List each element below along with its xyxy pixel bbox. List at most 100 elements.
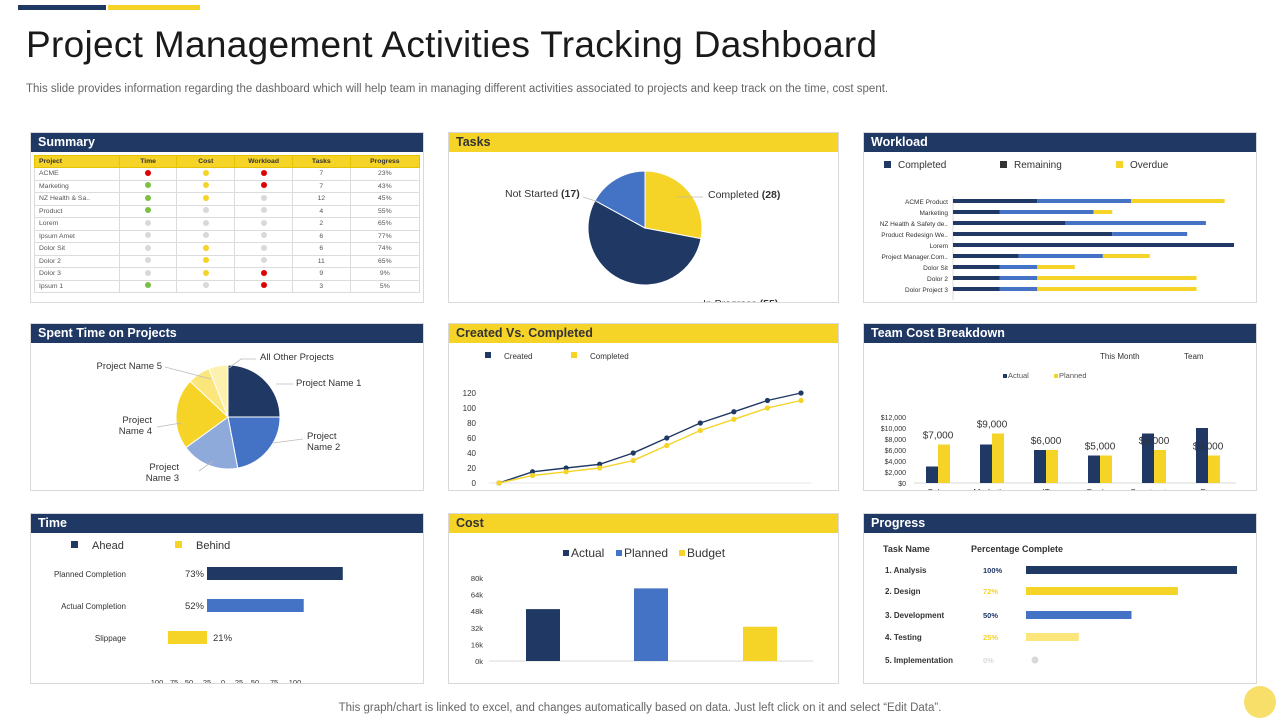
summary-panel: Summary Project Time Cost Workload Tasks Prog… xyxy=(30,132,424,303)
y-tick-label: $12,000 xyxy=(881,415,906,422)
summary-time-cell xyxy=(118,204,178,218)
summary-tasks-cell: 11 xyxy=(291,254,351,268)
created-completed-line-chart: CreatedCompleted02040608010012010/21/201… xyxy=(463,352,811,488)
y-tick-label: Lorem xyxy=(930,243,948,250)
x-tick-label: IT xyxy=(1042,487,1050,490)
summary-time-cell xyxy=(118,254,178,268)
legend-label-budget: Budget xyxy=(687,546,726,560)
x-tick-label: 100 xyxy=(289,678,302,683)
summary-project-name: Marketing xyxy=(34,179,120,193)
summary-cost-cell xyxy=(176,217,236,231)
pie-label-project-name-2: Project xyxy=(307,431,337,442)
status-grey-dot xyxy=(202,207,209,214)
status-red-dot xyxy=(260,169,267,176)
y-tick-label: 120 xyxy=(463,389,477,398)
pie-label-project-name-1: Project Name 1 xyxy=(296,378,361,389)
summary-workload-cell xyxy=(234,229,293,243)
bar-completed xyxy=(953,199,1038,203)
summary-cost-cell xyxy=(176,267,236,281)
progress-pct-label: 72% xyxy=(983,587,998,596)
summary-workload-cell xyxy=(234,254,293,268)
bar-completed xyxy=(953,243,1234,247)
status-red-dot xyxy=(145,169,152,176)
y-tick-label: 64k xyxy=(471,591,483,600)
summary-row: Dolor Sit 6 74% xyxy=(34,242,421,256)
summary-project-name: NZ Health & Sa.. xyxy=(34,192,120,206)
summary-tasks-cell: 9 xyxy=(291,267,351,281)
y-tick-label: Dolor 2 xyxy=(927,276,948,283)
point-created xyxy=(731,409,737,415)
pie-label-value: (17) xyxy=(561,188,580,200)
progress-pct-label: 100% xyxy=(983,566,1003,575)
point-completed xyxy=(597,465,603,471)
summary-progress-cell: 74% xyxy=(349,242,421,256)
summary-workload-cell xyxy=(234,267,293,281)
summary-workload-cell xyxy=(234,167,293,181)
bar-actual xyxy=(1088,455,1100,483)
point-completed xyxy=(664,442,670,449)
summary-row: Ipsum 1 3 5% xyxy=(34,279,421,293)
status-grey-dot xyxy=(202,219,209,226)
summary-project-name: Dolor 2 xyxy=(34,254,120,268)
bar-overdue xyxy=(1037,276,1197,280)
progress-pct-label: 25% xyxy=(983,633,998,642)
point-created xyxy=(697,420,703,426)
summary-col-time: Time xyxy=(118,155,178,168)
summary-tasks-cell: 3 xyxy=(291,279,351,293)
time-bar-chart: Ahead Behind Planned Completion 73% Actual C… xyxy=(54,540,343,683)
bar-planned xyxy=(938,444,950,483)
pie-slice-project-name-4 xyxy=(175,380,229,449)
legend-label-planned: Planned xyxy=(1059,371,1087,380)
summary-workload-cell xyxy=(234,217,293,231)
summary-tasks-cell: 7 xyxy=(291,167,351,181)
bar-completed xyxy=(953,221,1066,225)
status-grey-dot xyxy=(145,244,152,251)
x-tick-label: 0 xyxy=(221,678,225,683)
progress-pct-header: Percentage Complete xyxy=(971,544,1063,554)
point-completed xyxy=(731,416,737,422)
point-completed xyxy=(496,480,502,486)
pie-slice-not-started xyxy=(594,170,646,229)
pie-slice-in-progress xyxy=(587,199,702,286)
bar-planned xyxy=(634,588,668,661)
bar-completed xyxy=(953,254,1019,258)
legend-swatch-completed xyxy=(884,161,891,168)
status-yellow-dot xyxy=(202,269,209,276)
summary-progress-cell: 65% xyxy=(349,254,421,268)
data-label: $5,000 xyxy=(1193,442,1224,453)
status-yellow-dot xyxy=(202,194,209,201)
summary-tasks-cell: 6 xyxy=(291,242,351,256)
point-created xyxy=(664,435,670,441)
status-grey-dot xyxy=(260,219,267,226)
data-label: $6,000 xyxy=(1139,436,1170,447)
summary-col-project: Project xyxy=(34,155,120,168)
x-tick-label: 100 xyxy=(151,678,164,683)
data-label: 73% xyxy=(185,569,205,580)
summary-cost-cell xyxy=(176,167,236,181)
leader-line xyxy=(164,366,212,380)
pie-label-in-progress: In Progress (55) xyxy=(703,298,778,302)
summary-row: Lorem 2 65% xyxy=(34,217,421,231)
point-created xyxy=(529,469,536,475)
bar-actual xyxy=(926,466,938,483)
y-tick-label: 0k xyxy=(475,657,483,666)
progress-task-name: 4. Testing xyxy=(885,633,922,642)
top-accent-yellow xyxy=(108,5,200,10)
bar-slippage xyxy=(167,631,207,644)
status-grey-dot xyxy=(145,269,152,276)
tasks-header: Tasks xyxy=(449,133,838,152)
pie-label-project-name-4: Project xyxy=(122,415,152,426)
progress-task-name: 2. Design xyxy=(885,587,921,596)
point-created xyxy=(597,461,603,467)
summary-row: NZ Health & Sa.. 12 45% xyxy=(34,192,421,206)
y-tick-label: $0 xyxy=(898,481,906,488)
data-label: $6,000 xyxy=(1031,436,1062,447)
bar-actual xyxy=(1196,428,1208,483)
summary-table: Project Time Cost Workload Tasks Progress ACM… xyxy=(34,155,421,293)
summary-col-workload: Workload xyxy=(234,155,293,168)
status-red-dot xyxy=(260,182,267,189)
bar-remaining xyxy=(1065,221,1206,225)
status-yellow-dot xyxy=(202,169,209,176)
pie-slice-project-name-2 xyxy=(227,416,281,469)
